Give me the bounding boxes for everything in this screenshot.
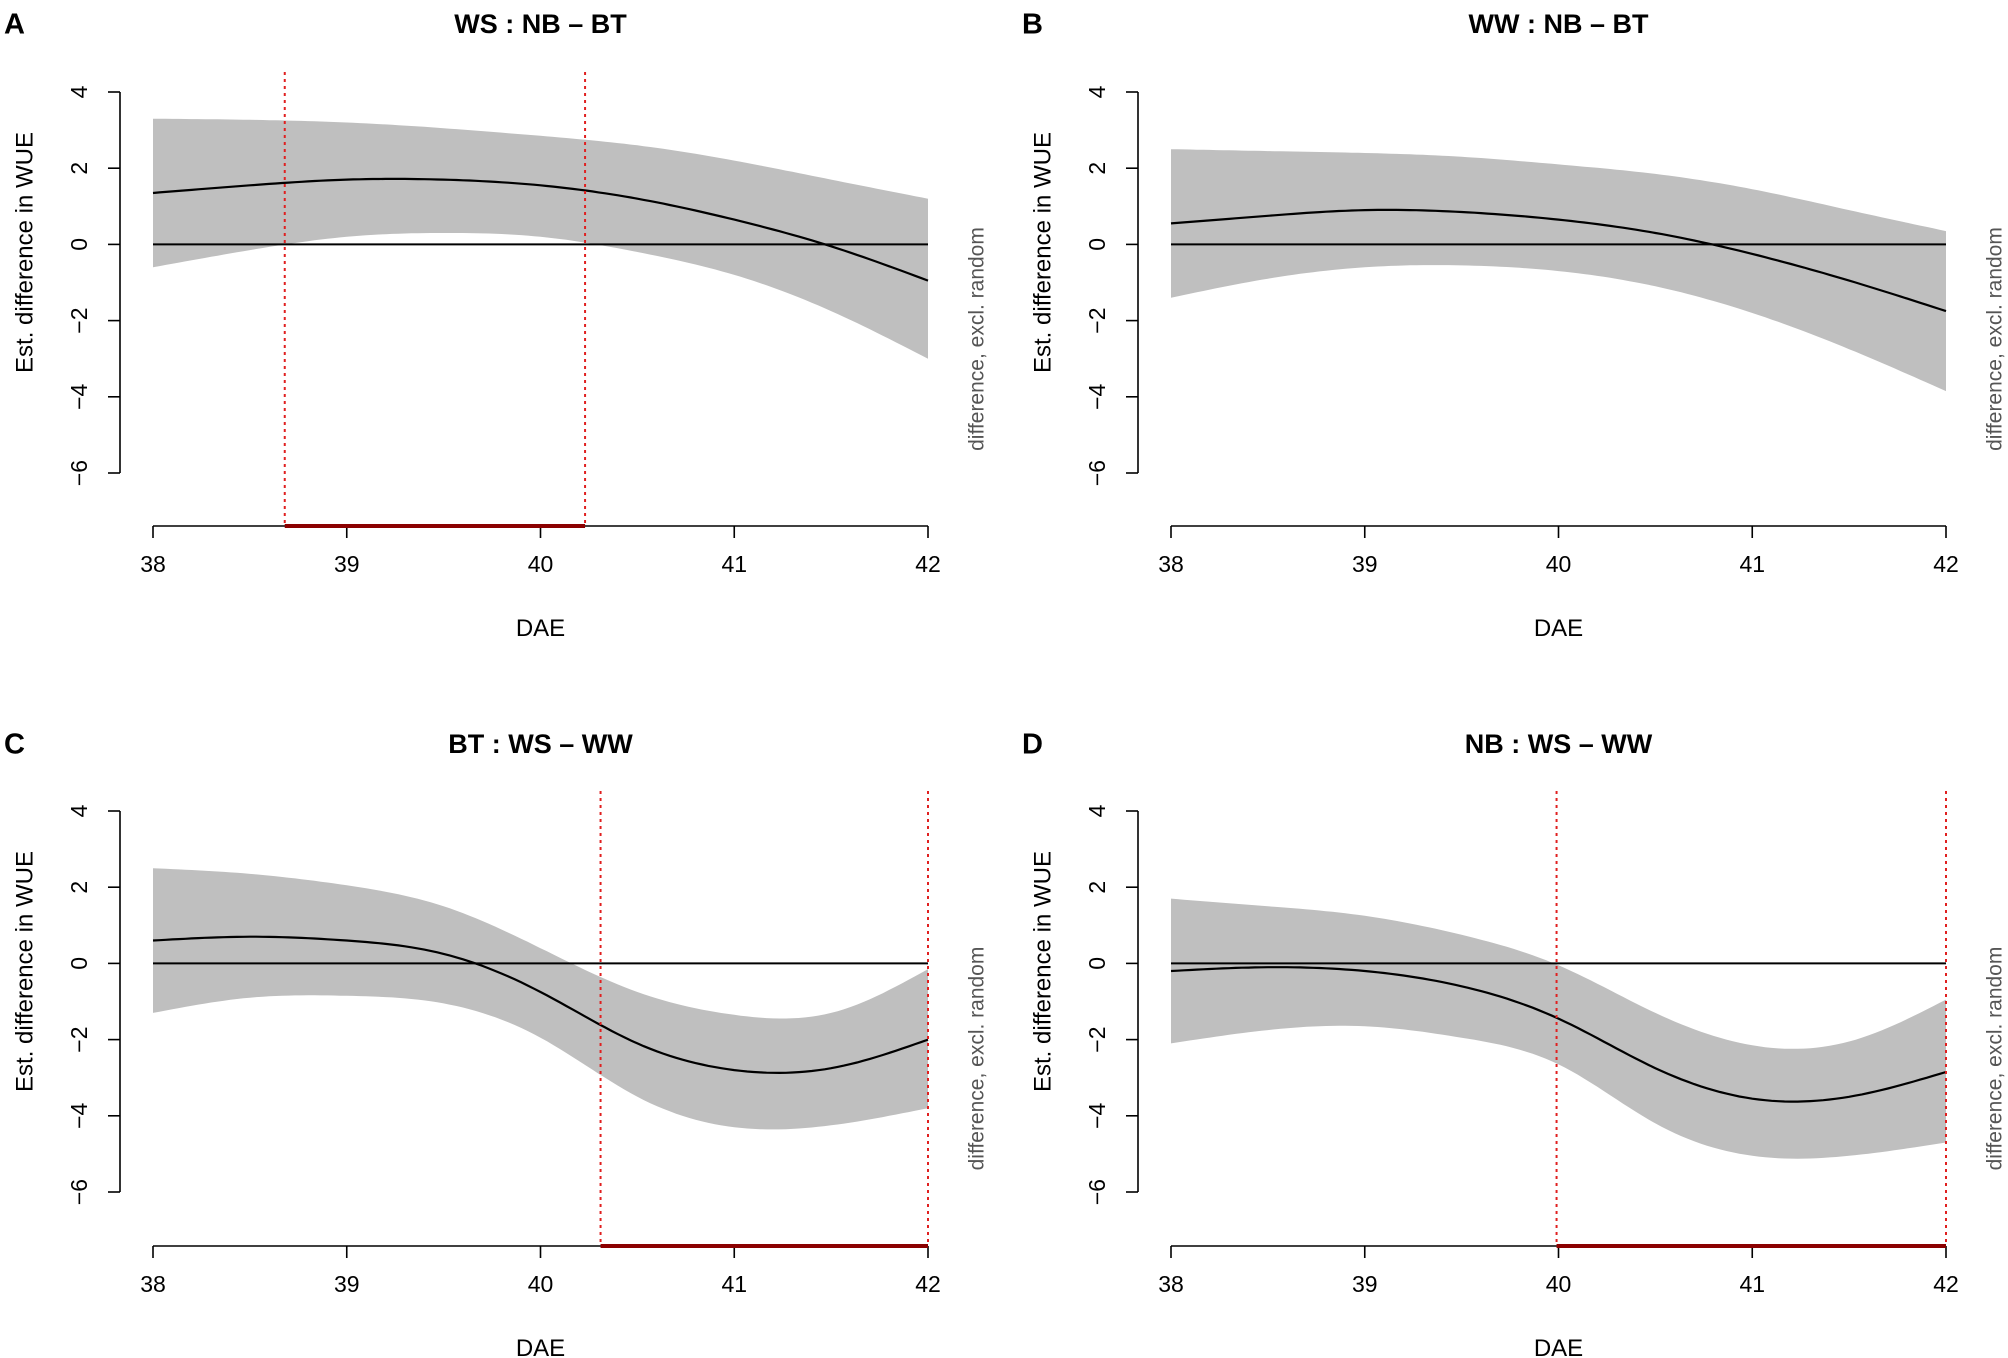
x-tick-label: 39 xyxy=(334,1271,360,1297)
y-tick-label: −2 xyxy=(1084,1026,1110,1052)
estimate-line xyxy=(1170,966,1947,1103)
y-tick-label: 0 xyxy=(66,957,92,970)
y-tick-label: −2 xyxy=(66,307,92,333)
x-tick-label: 39 xyxy=(1352,1271,1378,1297)
panel-letter: A xyxy=(4,9,25,41)
estimate-line xyxy=(152,935,929,1075)
y-tick-label: −6 xyxy=(1084,1179,1110,1205)
x-tick-label: 41 xyxy=(1739,551,1765,577)
x-tick-label: 40 xyxy=(1546,551,1572,577)
x-tick-label: 38 xyxy=(140,551,166,577)
estimate-line xyxy=(1170,208,1947,313)
y-tick-label: 4 xyxy=(66,85,92,98)
x-tick-label: 42 xyxy=(915,1271,941,1297)
y-tick-label: 0 xyxy=(66,238,92,251)
x-tick-label: 39 xyxy=(1352,551,1378,577)
y-tick-label: 4 xyxy=(1084,85,1110,98)
x-axis-label: DAE xyxy=(516,1335,565,1358)
panel-letter: D xyxy=(1022,729,1043,761)
y-tick-label: 0 xyxy=(1084,238,1110,251)
confidence-band xyxy=(1171,898,1946,1159)
y-axis-label: Est. difference in WUE xyxy=(1029,851,1056,1092)
y-axis-label: Est. difference in WUE xyxy=(11,132,38,373)
estimate-line xyxy=(152,177,929,282)
chart-title: WW : NB – BT xyxy=(1469,9,1649,39)
y-tick-label: 0 xyxy=(1084,957,1110,970)
y-tick-label: −2 xyxy=(66,1026,92,1052)
x-tick-label: 38 xyxy=(1158,1271,1184,1297)
x-tick-label: 39 xyxy=(334,551,360,577)
y-tick-label: 2 xyxy=(66,162,92,175)
y-tick-label: −4 xyxy=(66,383,92,409)
x-tick-label: 41 xyxy=(721,1271,747,1297)
x-tick-label: 38 xyxy=(140,1271,166,1297)
x-axis-label: DAE xyxy=(516,615,565,642)
y-axis-label: Est. difference in WUE xyxy=(1029,132,1056,373)
y-tick-label: −6 xyxy=(66,460,92,486)
x-axis-label: DAE xyxy=(1534,1335,1583,1358)
y-tick-label: 4 xyxy=(66,804,92,817)
y-tick-label: −4 xyxy=(1084,1102,1110,1128)
x-tick-label: 40 xyxy=(528,1271,554,1297)
confidence-band xyxy=(153,868,928,1130)
y-tick-label: −4 xyxy=(1084,383,1110,409)
confidence-band xyxy=(1171,149,1946,392)
y-tick-label: −2 xyxy=(1084,307,1110,333)
y-axis-label: Est. difference in WUE xyxy=(11,851,38,1092)
y-tick-label: −4 xyxy=(66,1102,92,1128)
y-tick-label: 2 xyxy=(66,881,92,894)
panel-letter: C xyxy=(4,729,25,761)
confidence-band xyxy=(153,118,928,359)
y-tick-label: −6 xyxy=(66,1179,92,1205)
x-axis-label: DAE xyxy=(1534,615,1583,642)
y-tick-label: 4 xyxy=(1084,804,1110,817)
side-label: difference, excl. random xyxy=(966,947,989,1171)
x-tick-label: 38 xyxy=(1158,551,1184,577)
x-tick-label: 42 xyxy=(1933,551,1959,577)
y-tick-label: 2 xyxy=(1084,162,1110,175)
y-tick-label: 2 xyxy=(1084,881,1110,894)
side-label: difference, excl. random xyxy=(1984,947,2007,1171)
panel-letter: B xyxy=(1022,9,1043,41)
x-tick-label: 41 xyxy=(1739,1271,1765,1297)
x-tick-label: 40 xyxy=(1546,1271,1572,1297)
y-tick-label: −6 xyxy=(1084,460,1110,486)
x-tick-label: 42 xyxy=(1933,1271,1959,1297)
chart-title: BT : WS – WW xyxy=(448,729,633,759)
x-tick-label: 42 xyxy=(915,551,941,577)
side-label: difference, excl. random xyxy=(966,227,989,451)
side-label: difference, excl. random xyxy=(1984,227,2007,451)
x-tick-label: 41 xyxy=(721,551,747,577)
x-tick-label: 40 xyxy=(528,551,554,577)
chart-title: NB : WS – WW xyxy=(1465,729,1653,759)
chart-title: WS : NB – BT xyxy=(454,9,627,39)
